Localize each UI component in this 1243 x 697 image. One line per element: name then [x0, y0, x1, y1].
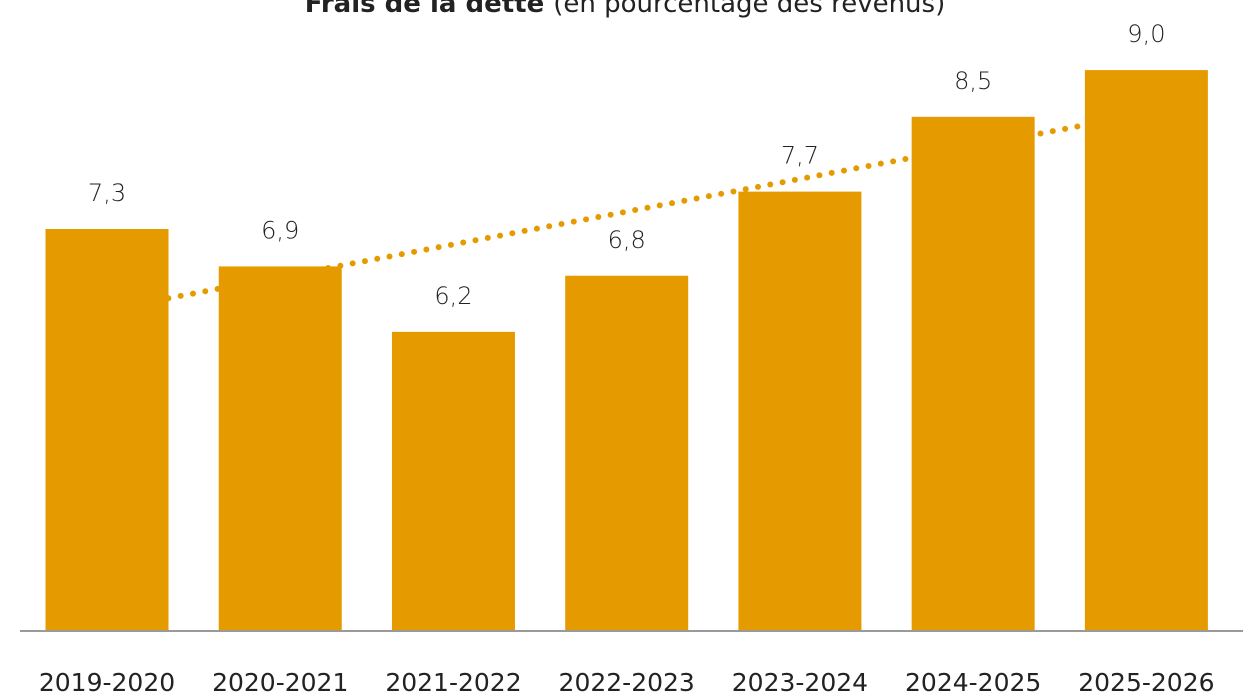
bar [1084, 70, 1208, 631]
x-tick-label: 2024-2025 [905, 668, 1041, 697]
value-label: 9,0 [1127, 20, 1165, 48]
bar [45, 229, 169, 632]
x-tick-label: 2021-2022 [385, 668, 521, 697]
x-tick-label: 2025-2026 [1078, 668, 1214, 697]
value-label: 6,8 [608, 226, 646, 254]
value-label: 7,3 [88, 179, 126, 207]
value-label: 6,9 [261, 216, 299, 244]
x-tick-label: 2023-2024 [732, 668, 868, 697]
chart-subtitle: (en pourcentage des revenus) [553, 0, 945, 19]
bar [391, 331, 515, 631]
x-tick-label: 2019-2020 [39, 668, 175, 697]
value-label: 7,7 [781, 142, 819, 170]
value-label: 8,5 [954, 67, 992, 95]
x-tick-label: 2020-2021 [212, 668, 348, 697]
bar [565, 275, 689, 631]
chart-title-line: Frais de la dette (en pourcentage des rev… [305, 0, 945, 19]
x-tick-label: 2022-2023 [559, 668, 695, 697]
value-label: 6,2 [434, 282, 472, 310]
bar [911, 116, 1035, 632]
chart-title: Frais de la dette [305, 0, 544, 19]
bar-layer [45, 70, 1208, 632]
bar [738, 191, 862, 631]
bar [218, 266, 342, 631]
